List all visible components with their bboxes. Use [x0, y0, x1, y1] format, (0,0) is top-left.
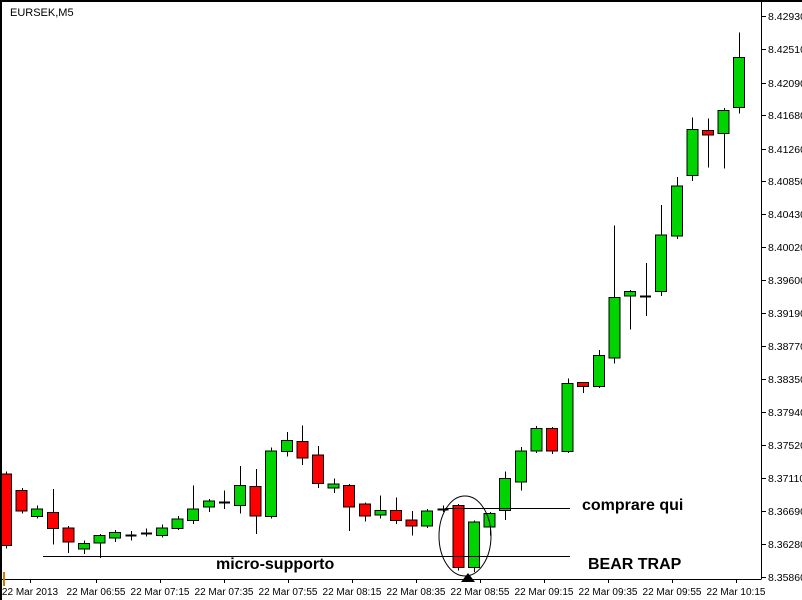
candle-body-down[interactable]: [62, 527, 75, 543]
candle-body-down[interactable]: [15, 490, 28, 512]
candle-body-up[interactable]: [514, 450, 527, 483]
time-tick-label: 22 Mar 08:55: [451, 587, 510, 598]
candle-body-up[interactable]: [78, 543, 90, 550]
candle-body-down[interactable]: [546, 428, 558, 452]
candle-body-up[interactable]: [374, 509, 387, 516]
time-tick-label: 22 Mar 07:35: [195, 587, 254, 598]
price-tick-label: 8.36280: [768, 539, 802, 551]
candle-body-up[interactable]: [686, 128, 699, 176]
price-tick-label: 8.36690: [768, 506, 802, 518]
up-arrow-icon[interactable]: [461, 573, 475, 582]
price-tick-label: 8.37520: [768, 440, 802, 452]
time-tick-label: 22 Mar 09:15: [515, 587, 574, 598]
candle-body-up[interactable]: [670, 185, 683, 237]
time-tick-label: 22 Mar 10:15: [707, 587, 766, 598]
candle-body-down[interactable]: [358, 503, 371, 517]
candle-body-up[interactable]: [156, 527, 168, 537]
price-tick-label: 8.41680: [768, 110, 802, 122]
time-tick-label: 22 Mar 08:35: [387, 587, 446, 598]
time-tick-label: 22 Mar 2013: [2, 587, 59, 598]
time-tick-label: 22 Mar 09:55: [643, 587, 702, 598]
candle-body-up[interactable]: [655, 234, 668, 292]
time-tick-label: 22 Mar 09:35: [579, 587, 638, 598]
candle-body-up[interactable]: [624, 290, 636, 297]
price-tick-label: 8.40020: [768, 242, 802, 254]
time-tick-label: 22 Mar 08:15: [323, 587, 382, 598]
candle-body-down[interactable]: [390, 509, 402, 522]
price-tick-label: 8.39600: [768, 275, 802, 287]
candle-body-down[interactable]: [343, 485, 356, 508]
candle-body-down[interactable]: [312, 454, 324, 484]
candle-body-down[interactable]: [2, 473, 12, 546]
candle-body-down[interactable]: [249, 486, 262, 517]
time-tick-label: 22 Mar 07:15: [131, 587, 190, 598]
candle-body-up[interactable]: [592, 355, 605, 388]
candle-body-up[interactable]: [717, 109, 730, 134]
price-tick-label: 8.37940: [768, 407, 802, 419]
candle-body-up[interactable]: [171, 518, 184, 530]
candle-body-up[interactable]: [234, 485, 246, 507]
candle-body-down[interactable]: [405, 519, 418, 527]
candle-body-up[interactable]: [265, 450, 278, 518]
candle-body-up[interactable]: [530, 428, 543, 452]
left-edge-marker: [3, 572, 5, 586]
candle-body-down[interactable]: [296, 440, 309, 459]
candle-body-down[interactable]: [577, 382, 590, 388]
price-tick-label: 8.41260: [768, 144, 802, 156]
candle-body-up[interactable]: [31, 508, 44, 518]
price-tick-label: 8.37110: [768, 473, 802, 485]
candle-body-up[interactable]: [202, 500, 215, 508]
candle-body-up[interactable]: [327, 483, 340, 489]
candle-body-up[interactable]: [187, 508, 200, 522]
annotation-micro-support[interactable]: micro-supporto: [216, 556, 335, 573]
annotation-bear-trap[interactable]: BEAR TRAP: [588, 556, 682, 573]
candle-body-up[interactable]: [421, 510, 434, 527]
price-tick-label: 8.39190: [768, 308, 802, 320]
candle-body-down[interactable]: [702, 129, 714, 136]
candle-body-up[interactable]: [733, 56, 746, 108]
price-tick-label: 8.40430: [768, 209, 802, 221]
price-tick-label: 8.35860: [768, 572, 802, 584]
candle-body-up[interactable]: [280, 440, 293, 453]
price-tick-label: 8.42510: [768, 44, 802, 56]
candle-body-up[interactable]: [109, 532, 122, 539]
time-tick-label: 22 Mar 06:55: [67, 587, 126, 598]
candle-body-up[interactable]: [468, 521, 480, 568]
price-tick-label: 8.42090: [768, 78, 802, 90]
candle-body-up[interactable]: [499, 478, 512, 511]
bear-trap-ellipse[interactable]: [438, 495, 492, 577]
symbol-timeframe-label: EURSEK,M5: [10, 7, 74, 19]
candle-body-down[interactable]: [452, 505, 465, 568]
price-tick-label: 8.40850: [768, 176, 802, 188]
candle-body-up[interactable]: [608, 297, 621, 359]
candle-body-up[interactable]: [483, 513, 496, 528]
time-tick-label: 22 Mar 07:55: [259, 587, 318, 598]
price-tick-label: 8.42930: [768, 11, 802, 23]
candle-body-down[interactable]: [46, 512, 59, 530]
candle-body-up[interactable]: [93, 535, 106, 544]
price-tick-label: 8.38350: [768, 374, 802, 386]
candle-body-up[interactable]: [561, 382, 574, 453]
annotation-buy-here[interactable]: comprare qui: [582, 497, 684, 514]
price-tick-label: 8.38770: [768, 341, 802, 353]
